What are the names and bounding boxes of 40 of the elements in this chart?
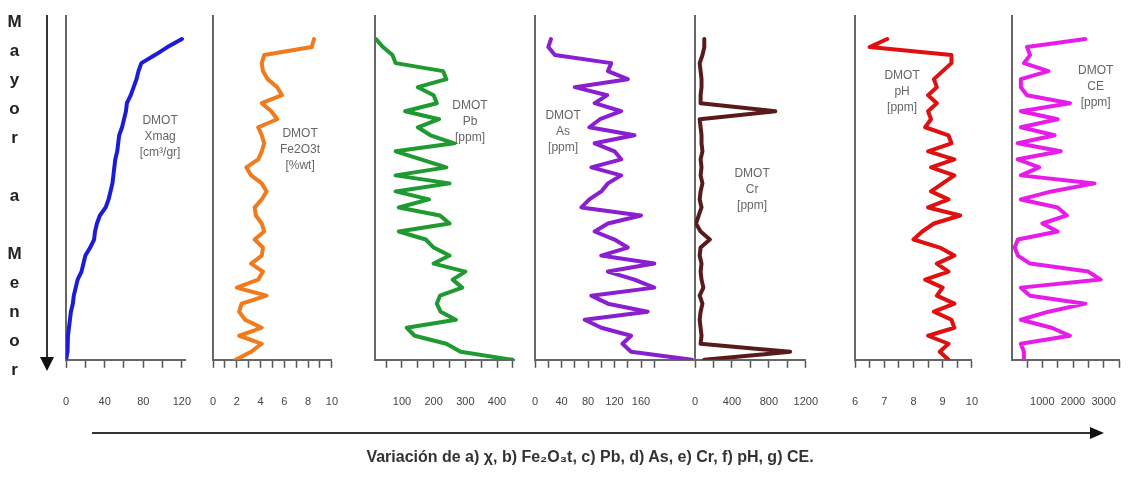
x-tick-label: 40 <box>98 395 111 408</box>
x-tick-label: 120 <box>172 395 192 408</box>
x-tick-label: 0 <box>691 395 699 408</box>
x-tick-label: 200 <box>424 395 443 408</box>
x-tick-label: 40 <box>555 395 568 408</box>
x-tick-label: 80 <box>137 395 150 408</box>
x-tick-label: 10 <box>965 395 978 408</box>
series-label: DMOT Xmag [cm³/gr] <box>139 113 181 160</box>
y-axis-title: Mayor a Menor <box>5 12 24 389</box>
series-label: DMOT As [ppm] <box>545 108 582 155</box>
x-tick-label: 8 <box>910 395 917 408</box>
x-tick-label: 4 <box>257 395 264 408</box>
x-tick-label: 1000 <box>1030 395 1055 408</box>
x-tick-label: 160 <box>631 395 651 408</box>
series-label: DMOT Fe2O3t [%wt] <box>280 126 321 173</box>
x-tick-label: 6 <box>851 395 859 408</box>
x-tick-label: 400 <box>722 395 742 408</box>
x-tick-label: 0 <box>531 395 539 408</box>
x-tick-label: 10 <box>325 395 338 408</box>
x-tick-label: 120 <box>605 395 624 408</box>
x-tick-label: 2000 <box>1061 395 1086 408</box>
series-label: DMOT CE [ppm] <box>1078 63 1115 110</box>
text: DMOT Cr [ppm] <box>734 166 771 213</box>
x-tick-label: 2 <box>233 395 240 408</box>
x-tick-label: 1200 <box>793 395 818 408</box>
x-tick-label: 0 <box>209 395 217 408</box>
x-tick-label: 0 <box>62 395 70 408</box>
x-tick-label: 7 <box>881 395 888 408</box>
x-tick-label: 8 <box>305 395 312 408</box>
x-tick-label: 300 <box>456 395 475 408</box>
text: Variación de a) χ, b) Fe₂O₃t, c) Pb, d) As, e) Cr, f) pH, g) CE. <box>365 448 815 466</box>
x-tick-label: 100 <box>392 395 412 408</box>
series-label: DMOT pH [ppm] <box>884 68 921 115</box>
series-label: DMOT Pb [ppm] <box>452 98 489 145</box>
x-tick-label: 80 <box>581 395 595 408</box>
x-tick-label: 800 <box>759 395 778 408</box>
x-tick-label: 3000 <box>1091 395 1117 408</box>
x-tick-label: 6 <box>281 395 288 408</box>
x-tick-label: 400 <box>487 395 507 408</box>
x-tick-label: 9 <box>939 395 946 408</box>
